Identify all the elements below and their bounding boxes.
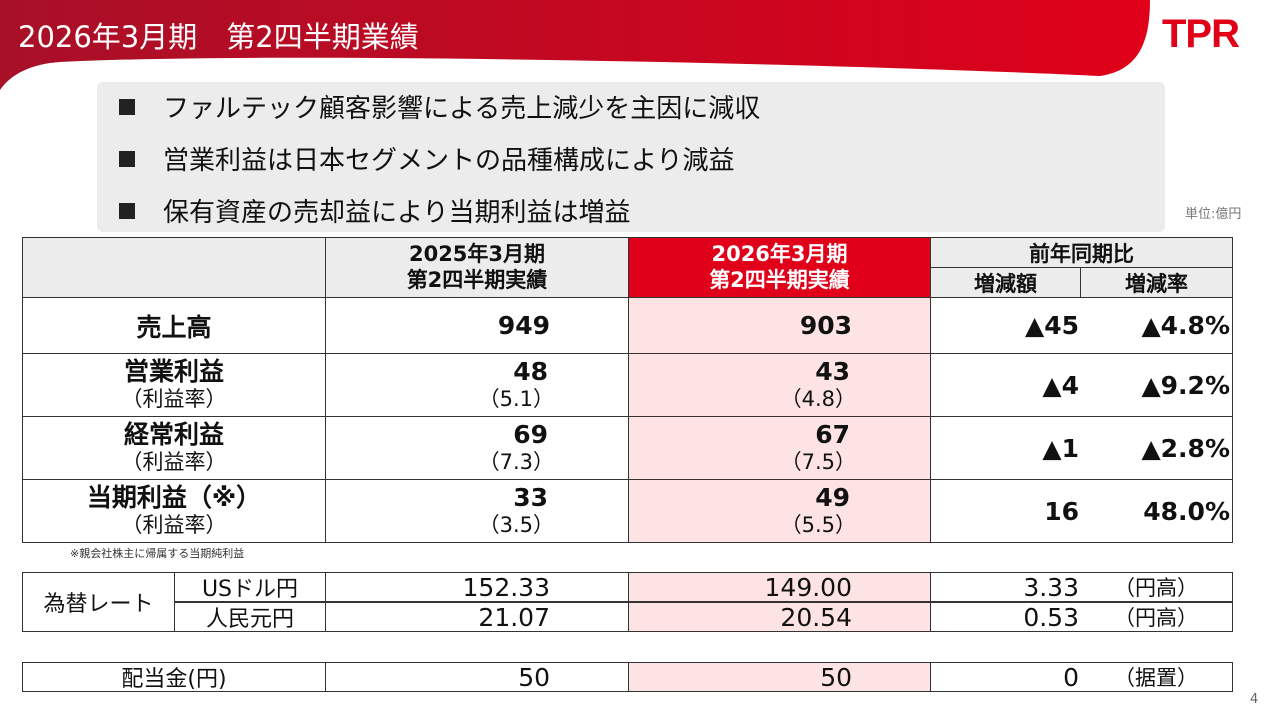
row-curr: 43 （4.8） [628,353,931,417]
header-curr: 2026年3月期 第2四半期実績 [628,237,931,298]
row-curr: 903 [628,297,931,354]
row-prev: 33 （3.5） [325,479,629,543]
summary-box: ファルテック顧客影響による売上減少を主因に減収 営業利益は日本セグメントの品種構… [97,82,1165,232]
row-rate: ▲4.8% [1080,297,1233,354]
fx-yoy: 3.33 （円高） [930,572,1233,602]
bullet-item: ファルテック顧客影響による売上減少を主因に減収 [119,88,760,125]
row-label: 当期利益（※） （利益率） [22,479,326,543]
fx-curr: 20.54 [628,602,931,632]
row-curr: 49 （5.5） [628,479,931,543]
fx-note: （円高） [1114,576,1198,600]
bullet-item: 営業利益は日本セグメントの品種構成により減益 [119,140,734,177]
row-diff: ▲1 [930,416,1081,480]
row-label: 経常利益 （利益率） [22,416,326,480]
row-diff: ▲4 [930,353,1081,417]
row-label: 営業利益 （利益率） [22,353,326,417]
dividend-curr: 50 [628,662,931,692]
dividend-prev: 50 [325,662,629,692]
unit-label: 単位:億円 [1185,207,1242,222]
fx-yoy: 0.53 （円高） [930,602,1233,632]
row-label: 売上高 [22,297,326,354]
fx-label: 為替レート [22,572,175,632]
footnote: ※親会社株主に帰属する当期純利益 [70,547,245,560]
page-title: 2026年3月期 第2四半期業績 [18,20,419,54]
square-bullet-icon [119,150,135,167]
row-prev: 949 [325,297,629,354]
header-diff: 増減額 [930,267,1081,298]
dividend-note: （据置） [1114,666,1198,690]
row-rate: ▲2.8% [1080,416,1233,480]
row-prev: 69 （7.3） [325,416,629,480]
fx-prev: 21.07 [325,602,629,632]
square-bullet-icon [119,98,135,115]
header-prev: 2025年3月期 第2四半期実績 [325,237,629,298]
dividend-label: 配当金(円) [22,662,326,692]
fx-currency: USドル円 [174,572,326,602]
fx-diff: 0.53 [1023,602,1079,632]
fx-currency: 人民元円 [174,602,326,632]
dividend-yoy: 0 （据置） [930,662,1233,692]
header-yoy: 前年同期比 [930,237,1233,268]
row-diff: ▲45 [930,297,1081,354]
row-rate: ▲9.2% [1080,353,1233,417]
fx-curr: 149.00 [628,572,931,602]
fx-prev: 152.33 [325,572,629,602]
header-banner [0,0,1150,90]
dividend-diff: 0 [1063,662,1079,692]
fx-diff: 3.33 [1023,572,1079,602]
page-number: 4 [1250,692,1259,707]
header-blank [22,237,326,298]
row-prev: 48 （5.1） [325,353,629,417]
row-diff: 16 [930,479,1081,543]
tpr-logo: TPR [1162,12,1240,56]
square-bullet-icon [119,202,135,219]
bullet-item: 保有資産の売却益により当期利益は増益 [119,192,630,229]
row-curr: 67 （7.5） [628,416,931,480]
row-rate: 48.0% [1080,479,1233,543]
fx-note: （円高） [1114,606,1198,630]
header-rate: 増減率 [1080,267,1233,298]
